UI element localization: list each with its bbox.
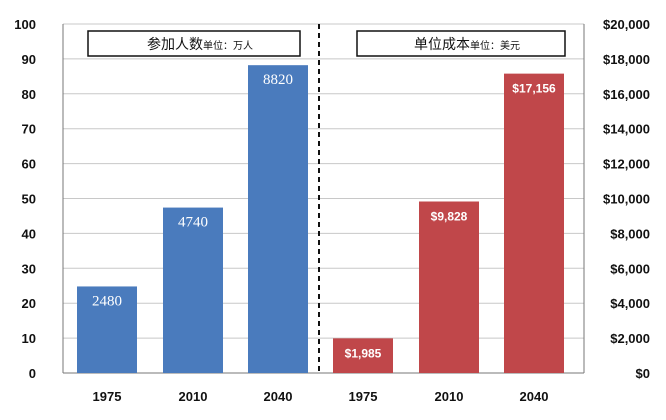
unit-cost-bar bbox=[504, 73, 564, 373]
unit-cost-category-label: 2040 bbox=[520, 389, 549, 404]
unit-cost-data-label: $1,985 bbox=[345, 346, 382, 360]
right-axis-tick-label: $4,000 bbox=[610, 296, 650, 311]
unit-cost-bar bbox=[419, 201, 479, 373]
left-axis-tick-label: 30 bbox=[22, 261, 36, 276]
participants-data-label: 8820 bbox=[263, 72, 293, 88]
left-axis-tick-label: 80 bbox=[22, 87, 36, 102]
left-axis-tick-label: 90 bbox=[22, 52, 36, 67]
right-axis-tick-label: $2,000 bbox=[610, 331, 650, 346]
left-axis-tick-label: 40 bbox=[22, 226, 36, 241]
left-axis-tick-label: 60 bbox=[22, 157, 36, 172]
participants-title-box bbox=[87, 30, 301, 57]
right-axis-tick-label: $12,000 bbox=[603, 157, 650, 172]
unit-cost-title-unit: 单位：美元 bbox=[470, 39, 520, 52]
participants-category-label: 2010 bbox=[179, 389, 208, 404]
participants-bar bbox=[77, 286, 137, 373]
participants-title-text: 参加人数单位：万人 bbox=[147, 36, 253, 53]
unit-cost-title-main: 单位成本 bbox=[414, 37, 470, 53]
participants-data-label: 4740 bbox=[178, 215, 208, 231]
axes: 0 10 20 30 40 50 60 70 80 90 100 $0 $2,000 $4,000 $6,0… bbox=[14, 17, 650, 404]
unit-cost-category-label: 2010 bbox=[435, 389, 464, 404]
right-axis-tick-label: $6,000 bbox=[610, 261, 650, 276]
right-axis-tick-label: $18,000 bbox=[603, 52, 650, 67]
unit-cost-data-label: $17,156 bbox=[512, 82, 556, 96]
participants-bar bbox=[163, 207, 223, 373]
gridlines bbox=[63, 23, 584, 339]
left-axis-tick-label: 20 bbox=[22, 296, 36, 311]
right-axis-tick-label: $14,000 bbox=[603, 122, 650, 137]
unit-cost-title-text: 单位成本单位：美元 bbox=[414, 37, 520, 53]
left-axis-tick-label: 50 bbox=[22, 192, 36, 207]
bars bbox=[77, 65, 564, 373]
right-axis-tick-label: $8,000 bbox=[610, 226, 650, 241]
participants-data-label: 2480 bbox=[92, 293, 122, 309]
participants-category-label: 2040 bbox=[264, 389, 293, 404]
left-axis-tick-label: 100 bbox=[14, 17, 36, 32]
left-axis-tick-label: 0 bbox=[29, 366, 36, 381]
right-axis-tick-label: $10,000 bbox=[603, 192, 650, 207]
chart-titles: 参加人数单位：万人 单位成本单位：美元 bbox=[87, 30, 566, 57]
unit-cost-title-box bbox=[356, 30, 566, 57]
participants-bar bbox=[248, 65, 308, 373]
right-axis-tick-label: $0 bbox=[636, 366, 650, 381]
participants-title-main: 参加人数 bbox=[147, 36, 203, 53]
unit-cost-bar bbox=[333, 338, 393, 373]
unit-cost-category-label: 1975 bbox=[349, 389, 378, 404]
unit-cost-data-label: $9,828 bbox=[431, 210, 468, 224]
right-axis-tick-label: $20,000 bbox=[603, 17, 650, 32]
left-axis-tick-label: 10 bbox=[22, 331, 36, 346]
right-axis-tick-label: $16,000 bbox=[603, 87, 650, 102]
participants-category-label: 1975 bbox=[93, 389, 122, 404]
left-axis-tick-label: 70 bbox=[22, 122, 36, 137]
data-labels: 2480 4740 8820 $1,985 $9,828 $17,156 bbox=[92, 72, 556, 360]
participants-title-unit: 单位：万人 bbox=[203, 39, 253, 52]
